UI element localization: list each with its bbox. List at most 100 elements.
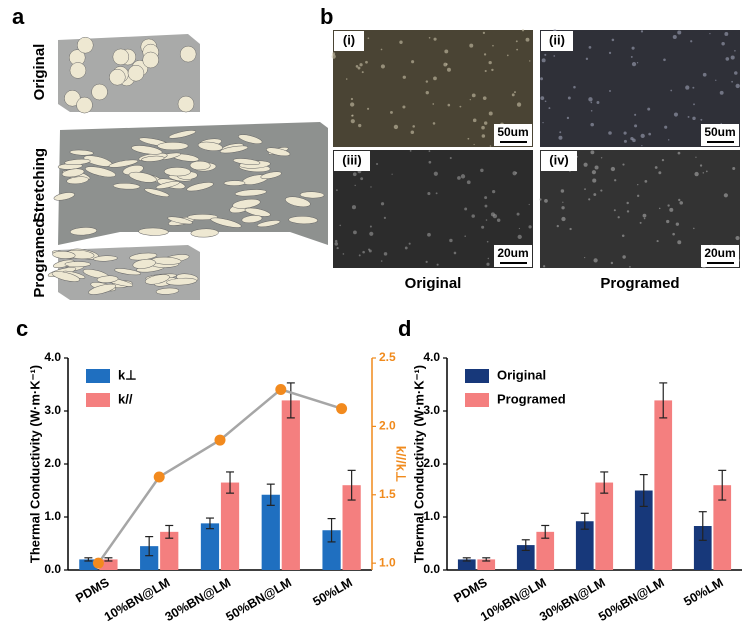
speck — [725, 57, 730, 61]
speck — [350, 119, 355, 124]
bar — [654, 400, 673, 570]
error-bar — [482, 557, 491, 562]
filler — [219, 145, 249, 154]
speck — [724, 32, 729, 36]
filler — [256, 220, 281, 228]
error-bar — [541, 524, 550, 539]
speck — [352, 172, 357, 177]
speck — [656, 239, 659, 243]
speck — [473, 143, 475, 146]
speck — [511, 93, 515, 97]
speck — [600, 189, 603, 192]
speck — [593, 193, 597, 196]
speck — [611, 38, 615, 42]
y-tick-label: 3.0 — [423, 403, 440, 417]
speck — [590, 101, 593, 104]
filler — [168, 130, 196, 139]
speck — [354, 184, 356, 187]
speck — [695, 156, 697, 158]
speck — [365, 60, 368, 64]
filler — [142, 51, 159, 69]
filler — [138, 227, 169, 236]
filler — [285, 196, 311, 208]
speck — [673, 112, 679, 117]
speck — [427, 232, 431, 237]
image-label: (iv) — [549, 152, 569, 167]
label-box — [541, 31, 573, 51]
speck — [544, 199, 548, 203]
error-bar — [462, 557, 471, 562]
bar — [200, 523, 220, 570]
speck — [721, 41, 725, 46]
error-bar — [698, 511, 707, 541]
filler — [223, 180, 246, 186]
speck — [608, 51, 612, 55]
filler — [112, 182, 141, 190]
speck — [443, 62, 448, 67]
chart: c Thermal Conductivity (W·m·K⁻¹)0.0 1.0 2.0… — [16, 316, 409, 624]
speck — [731, 80, 733, 83]
caption: Programed — [600, 275, 679, 292]
x-tick-label: 50%LM — [681, 575, 725, 609]
filler — [109, 68, 126, 86]
speck — [469, 98, 471, 101]
speck — [667, 139, 670, 141]
filler — [260, 171, 282, 179]
speck — [425, 80, 429, 83]
speck — [435, 192, 438, 195]
speck — [353, 230, 357, 235]
filler — [190, 228, 219, 238]
speck — [648, 132, 652, 136]
speck — [558, 135, 563, 140]
speck — [670, 89, 673, 92]
scale-label: 20um — [497, 246, 528, 260]
speck — [596, 101, 600, 104]
filler — [112, 48, 130, 66]
speck — [433, 37, 437, 41]
filler — [53, 192, 75, 201]
error-bar — [580, 512, 589, 530]
speck — [600, 157, 603, 159]
speck — [672, 34, 677, 40]
speck — [719, 90, 724, 95]
speck — [444, 49, 449, 54]
filler — [177, 95, 195, 113]
error-bar — [327, 517, 336, 543]
speck — [566, 116, 570, 120]
speck — [516, 102, 522, 107]
speck — [467, 137, 470, 140]
speck — [336, 246, 339, 250]
speck — [517, 234, 522, 240]
speck — [685, 85, 690, 90]
speck — [658, 207, 661, 210]
speck — [715, 79, 717, 82]
y-tick-label: 4.0 — [423, 350, 440, 364]
speck — [453, 251, 457, 255]
y-tick-label: 1.0 — [44, 509, 61, 523]
speck — [464, 207, 468, 211]
error-bar — [286, 382, 295, 419]
speck — [331, 54, 336, 59]
speck — [492, 190, 496, 194]
speck — [481, 125, 485, 130]
legend-swatch — [465, 369, 489, 383]
speck — [608, 131, 612, 135]
scale-box — [494, 124, 532, 146]
ratio-marker — [153, 471, 165, 483]
block — [58, 122, 328, 245]
speck — [367, 37, 370, 40]
speck — [484, 196, 488, 200]
speck — [380, 202, 385, 206]
speck — [591, 170, 597, 175]
speck — [489, 145, 492, 147]
speck — [433, 171, 438, 176]
speck — [690, 40, 693, 43]
scale-box — [701, 124, 739, 146]
filler — [197, 141, 223, 152]
x-tick-label: PDMS — [73, 575, 111, 605]
speck — [641, 144, 643, 147]
speck — [471, 93, 476, 98]
speck — [692, 116, 696, 121]
speck — [692, 86, 695, 89]
speck — [336, 189, 338, 191]
